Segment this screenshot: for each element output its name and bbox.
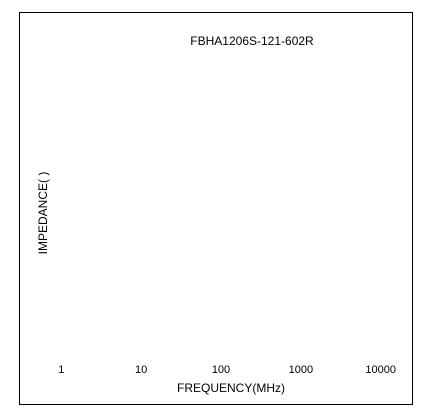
x-axis-tick-labels: 1 10 100 1000 10000	[58, 364, 396, 376]
x-tick-label: 100	[212, 364, 230, 376]
chart-title: FBHA1206S-121-602R	[190, 34, 314, 48]
x-tick-label: 10000	[365, 364, 396, 376]
x-tick-label: 1000	[289, 364, 313, 376]
x-tick-label: 1	[58, 364, 64, 376]
x-tick-label: 10	[135, 364, 147, 376]
x-axis-label: FREQUENCY(MHz)	[177, 381, 285, 395]
y-axis-label: IMPEDANCE( )	[36, 172, 50, 255]
chart-frame	[19, 12, 413, 405]
